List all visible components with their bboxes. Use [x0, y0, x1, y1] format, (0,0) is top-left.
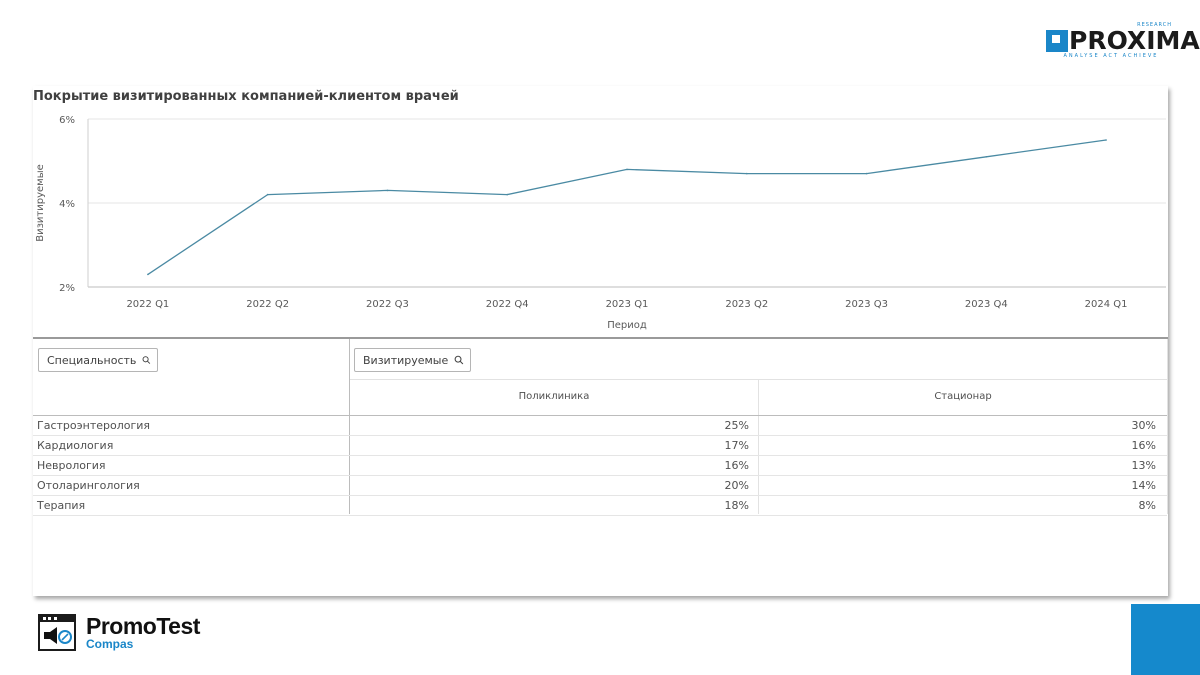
row-polyclinic-value: 18%	[724, 499, 749, 512]
column-header-hospital: Стационар	[934, 391, 992, 402]
corner-accent-block	[1131, 604, 1200, 675]
row-polyclinic-value: 16%	[724, 459, 749, 472]
row-specialty: Терапия	[37, 499, 86, 512]
y-axis-title: Визитируемые	[35, 164, 46, 242]
promotest-logo: PromoTest Compas	[38, 612, 238, 654]
specialty-table: Специальность Визитируемые Поликлиника С…	[33, 339, 1168, 516]
x-tick-label: 2022 Q4	[486, 299, 529, 310]
x-tick-label: 2022 Q3	[366, 299, 409, 310]
row-specialty: Кардиология	[37, 439, 114, 452]
data-point	[985, 156, 988, 158]
row-hospital-value: 30%	[1131, 419, 1156, 432]
row-hospital-value: 14%	[1131, 479, 1156, 492]
table-header-line	[350, 379, 1167, 380]
table-row: Кардиология 17% 16%	[33, 436, 1167, 456]
proxima-logo: RESEARCH PROXIMA ANALYSE ACT ACHIEVE	[1046, 22, 1200, 62]
chart-title: Покрытие визитированных компанией-клиент…	[33, 89, 459, 104]
y-tick-label: 6%	[59, 115, 75, 126]
x-tick-label: 2022 Q1	[126, 299, 169, 310]
data-point	[745, 172, 748, 175]
series-line	[147, 139, 1107, 275]
visited-search-button[interactable]: Визитируемые	[354, 348, 471, 372]
x-tick-label: 2023 Q4	[965, 299, 1008, 310]
x-tick-label: 2023 Q3	[845, 299, 888, 310]
line-chart-svg: 2% 4% 6% 2022 Q1 2022 Q2 2022 Q3 2022 Q4 2023 Q…	[35, 115, 1166, 331]
table-row: Отоларингология 20% 14%	[33, 476, 1167, 496]
table-row: Неврология 16% 13%	[33, 456, 1167, 476]
line-chart[interactable]: 2% 4% 6% 2022 Q1 2022 Q2 2022 Q3 2022 Q4 2023 Q…	[33, 106, 1168, 338]
proxima-logo-square-icon	[1046, 30, 1068, 52]
row-hospital-value: 13%	[1131, 459, 1156, 472]
data-point	[1105, 139, 1107, 141]
y-tick-label: 4%	[59, 199, 75, 210]
x-tick-label: 2023 Q1	[606, 299, 649, 310]
specialty-search-label: Специальность	[47, 353, 137, 367]
x-tick-label: 2024 Q1	[1085, 299, 1128, 310]
x-tick-label: 2023 Q2	[725, 299, 768, 310]
row-hospital-value: 16%	[1131, 439, 1156, 452]
row-specialty: Неврология	[37, 459, 106, 472]
data-point	[506, 193, 509, 196]
data-point	[865, 172, 868, 175]
proxima-research-text: RESEARCH	[1137, 22, 1172, 28]
row-polyclinic-value: 17%	[724, 439, 749, 452]
column-header-polyclinic: Поликлиника	[518, 391, 590, 402]
data-point	[147, 273, 149, 276]
row-hospital-value: 8%	[1138, 499, 1156, 512]
report-panel: Покрытие визитированных компанией-клиент…	[33, 86, 1168, 596]
table-header-bottom-line	[33, 415, 1167, 416]
row-polyclinic-value: 25%	[724, 419, 749, 432]
data-point	[386, 189, 389, 192]
search-icon	[142, 356, 151, 364]
row-specialty: Гастроэнтерология	[37, 419, 151, 432]
table-row: Терапия 18% 8%	[33, 496, 1167, 516]
table-right-edge	[1167, 339, 1168, 514]
promotest-sub: Compas	[86, 637, 134, 651]
data-point	[266, 193, 269, 196]
megaphone-icon	[38, 614, 76, 651]
visited-search-label: Визитируемые	[363, 353, 449, 367]
x-axis-title: Период	[607, 320, 647, 331]
chart-table-divider	[33, 337, 1168, 339]
row-specialty: Отоларингология	[37, 479, 140, 492]
x-tick-label: 2022 Q2	[246, 299, 289, 310]
promotest-name: PromoTest	[86, 613, 200, 639]
y-tick-label: 2%	[59, 283, 75, 294]
search-icon	[454, 355, 464, 365]
data-point	[626, 168, 628, 171]
specialty-search-button[interactable]: Специальность	[38, 348, 158, 372]
proxima-logo-word: PROXIMA	[1069, 26, 1200, 55]
proxima-logo-tagline: ANALYSE ACT ACHIEVE	[1063, 53, 1159, 59]
table-vertical-divider	[349, 339, 350, 514]
row-polyclinic-value: 20%	[724, 479, 749, 492]
table-row: Гастроэнтерология 25% 30%	[33, 416, 1167, 436]
table-column-divider	[758, 380, 759, 514]
